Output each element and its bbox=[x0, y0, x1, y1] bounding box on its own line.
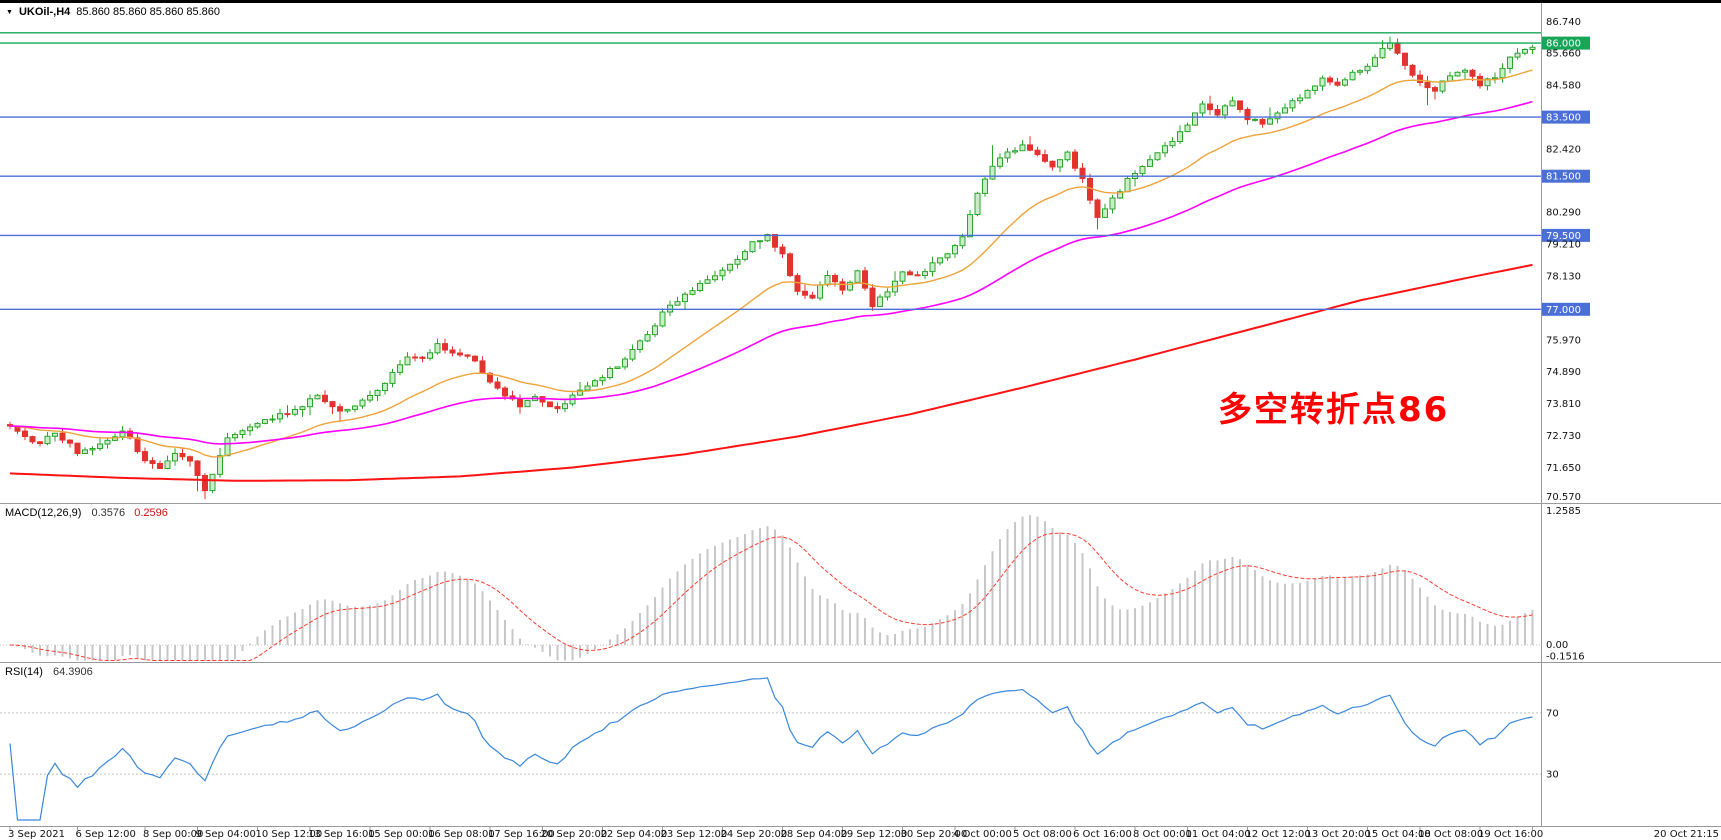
svg-text:5 Oct 08:00: 5 Oct 08:00 bbox=[1013, 829, 1072, 840]
svg-text:6 Sep 12:00: 6 Sep 12:00 bbox=[76, 829, 136, 840]
svg-text:16 Sep 08:00: 16 Sep 08:00 bbox=[428, 829, 495, 840]
rsi-scale[interactable]: 70 30 bbox=[1546, 708, 1559, 780]
svg-text:81.500: 81.500 bbox=[1546, 172, 1581, 183]
svg-text:83.500: 83.500 bbox=[1546, 113, 1581, 124]
svg-text:79.210: 79.210 bbox=[1546, 239, 1581, 250]
svg-text:86.000: 86.000 bbox=[1546, 39, 1581, 50]
svg-text:1.2585: 1.2585 bbox=[1546, 506, 1581, 517]
rsi-levels bbox=[0, 712, 1541, 775]
ma-fast-line bbox=[9, 69, 1533, 458]
rsi-label: RSI(14) bbox=[5, 666, 43, 678]
chart-shift-marker-icon: ▼ bbox=[6, 8, 13, 16]
time-scale[interactable]: 3 Sep 2021 6 Sep 12:00 8 Sep 00:009 Sep 04… bbox=[8, 826, 1719, 840]
svg-text:78.130: 78.130 bbox=[1546, 271, 1581, 282]
window-top-edge bbox=[0, 0, 1721, 3]
svg-text:70: 70 bbox=[1546, 708, 1559, 719]
rsi-line bbox=[9, 677, 1533, 821]
horizontal-lines[interactable]: 86.000 83.500 81.500 79.500 77.000 bbox=[0, 32, 1590, 316]
svg-text:13 Oct 20:00: 13 Oct 20:00 bbox=[1306, 829, 1371, 840]
svg-text:80.290: 80.290 bbox=[1546, 208, 1581, 219]
svg-text:4 Oct 00:00: 4 Oct 00:00 bbox=[953, 829, 1012, 840]
svg-text:12 Oct 12:00: 12 Oct 12:00 bbox=[1246, 829, 1311, 840]
svg-text:0.00: 0.00 bbox=[1546, 640, 1568, 651]
rsi-indicator-header: RSI(14) 64.3906 bbox=[5, 666, 93, 678]
svg-text:11 Oct 04:00: 11 Oct 04:00 bbox=[1186, 829, 1251, 840]
svg-text:30 Sep 20:00: 30 Sep 20:00 bbox=[901, 829, 968, 840]
ma-trend-line bbox=[9, 263, 1533, 482]
svg-text:15 Sep 00:00: 15 Sep 00:00 bbox=[368, 829, 435, 840]
svg-text:73.810: 73.810 bbox=[1546, 399, 1581, 410]
svg-text:30: 30 bbox=[1546, 770, 1559, 781]
svg-text:82.420: 82.420 bbox=[1546, 145, 1581, 156]
svg-text:6 Oct 16:00: 6 Oct 16:00 bbox=[1073, 829, 1132, 840]
svg-text:8 Sep 00:00: 8 Sep 00:00 bbox=[143, 829, 203, 840]
svg-text:17 Sep 16:00: 17 Sep 16:00 bbox=[488, 829, 555, 840]
svg-text:77.000: 77.000 bbox=[1546, 305, 1581, 316]
symbol-period-label: UKOil-,H4 bbox=[18, 6, 71, 18]
macd-main-value: 0.3576 bbox=[91, 507, 126, 519]
macd-signal-value: 0.2596 bbox=[134, 507, 168, 519]
svg-text:71.650: 71.650 bbox=[1546, 463, 1581, 474]
price-scale[interactable]: 86.740 85.660 84.580 82.420 80.290 79.210 78.1… bbox=[1546, 17, 1581, 503]
svg-text:72.730: 72.730 bbox=[1546, 431, 1581, 442]
svg-text:15 Oct 04:00: 15 Oct 04:00 bbox=[1366, 829, 1431, 840]
svg-text:75.970: 75.970 bbox=[1546, 335, 1581, 346]
macd-indicator-header: MACD(12,26,9) 0.3576 0.2596 bbox=[5, 507, 168, 519]
svg-text:29 Sep 12:00: 29 Sep 12:00 bbox=[841, 829, 908, 840]
chart-annotation-text[interactable]: 多空转折点86 bbox=[1218, 390, 1450, 430]
svg-text:19 Oct 16:00: 19 Oct 16:00 bbox=[1478, 829, 1543, 840]
svg-text:74.890: 74.890 bbox=[1546, 367, 1581, 378]
svg-text:84.580: 84.580 bbox=[1546, 81, 1581, 92]
svg-text:20 Sep 20:00: 20 Sep 20:00 bbox=[541, 829, 608, 840]
macd-label: MACD(12,26,9) bbox=[5, 507, 82, 519]
macd-scale[interactable]: 1.2585 0.00-0.1516 bbox=[1546, 506, 1585, 663]
candlesticks bbox=[7, 36, 1536, 500]
svg-text:13 Sep 16:00: 13 Sep 16:00 bbox=[308, 829, 375, 840]
svg-text:9 Sep 04:00: 9 Sep 04:00 bbox=[196, 829, 256, 840]
panel-separators bbox=[0, 3, 1721, 827]
macd-signal-line bbox=[9, 532, 1533, 661]
svg-text:28 Sep 04:00: 28 Sep 04:00 bbox=[781, 829, 848, 840]
svg-text:8 Oct 00:00: 8 Oct 00:00 bbox=[1133, 829, 1192, 840]
svg-text:79.500: 79.500 bbox=[1546, 231, 1581, 242]
svg-text:18 Oct 08:00: 18 Oct 08:00 bbox=[1418, 829, 1483, 840]
svg-text:70.570: 70.570 bbox=[1546, 492, 1581, 503]
svg-text:86.740: 86.740 bbox=[1546, 17, 1581, 28]
rsi-value: 64.3906 bbox=[52, 666, 93, 678]
svg-text:10 Sep 12:00: 10 Sep 12:00 bbox=[256, 829, 323, 840]
svg-text:24 Sep 20:00: 24 Sep 20:00 bbox=[721, 829, 788, 840]
svg-text:20 Oct 21:15: 20 Oct 21:15 bbox=[1654, 829, 1719, 840]
svg-text:85.660: 85.660 bbox=[1546, 49, 1581, 60]
svg-text:3 Sep 2021: 3 Sep 2021 bbox=[8, 829, 65, 840]
svg-text:-0.1516: -0.1516 bbox=[1546, 652, 1585, 663]
chart-title: ▼ UKOil-,H4 85.860 85.860 85.860 85.860 bbox=[6, 6, 220, 18]
macd-histogram bbox=[16, 515, 1534, 661]
svg-text:23 Sep 12:00: 23 Sep 12:00 bbox=[661, 829, 728, 840]
svg-text:22 Sep 04:00: 22 Sep 04:00 bbox=[601, 829, 668, 840]
ohlc-values: 85.860 85.860 85.860 85.860 bbox=[76, 6, 221, 18]
